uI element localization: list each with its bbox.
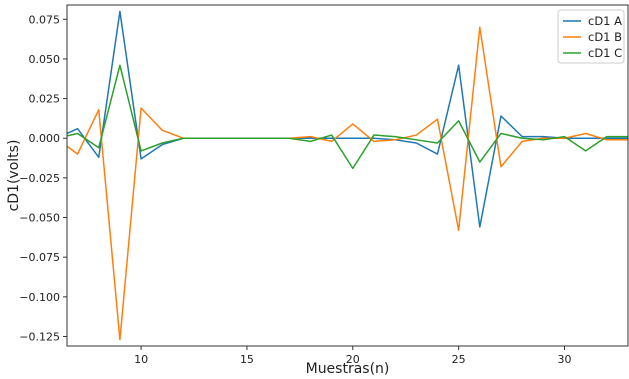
y-tick-label: −0.025 [19,172,60,185]
x-tick-label: 20 [346,353,360,366]
y-tick-label: −0.075 [19,251,60,264]
legend: cD1 A cD1 B cD1 C [557,9,625,64]
y-axis-label: cD1(volts) [6,140,22,212]
x-tick-label: 10 [134,353,148,366]
y-tick-label: −0.100 [19,291,60,304]
legend-label-0: cD1 A [588,14,622,28]
series-layer [67,10,628,341]
x-tick-label: 15 [240,353,254,366]
series-line-2 [67,64,628,170]
series-line-0 [67,10,628,228]
y-axis: 0.075 0.050 0.025 0.000 −0.025 −0.050 −0.075 −0… [19,13,67,343]
x-tick-label: 25 [452,353,466,366]
y-tick-label: −0.050 [19,212,60,225]
x-tick-label: 30 [557,353,571,366]
y-tick-label: 0.025 [29,93,61,106]
x-axis: 10 15 20 25 30 [134,346,571,366]
legend-label-1: cD1 B [588,30,622,44]
x-axis-label: Muestras(n) [306,361,390,377]
series-line-1 [67,26,628,341]
y-tick-label: −0.125 [19,330,60,343]
y-tick-label: 0.000 [29,132,61,145]
y-tick-label: 0.050 [29,53,61,66]
legend-label-2: cD1 C [588,46,622,60]
y-tick-label: 0.075 [29,13,61,26]
plot-frame [66,4,629,347]
legend-box [557,9,625,64]
